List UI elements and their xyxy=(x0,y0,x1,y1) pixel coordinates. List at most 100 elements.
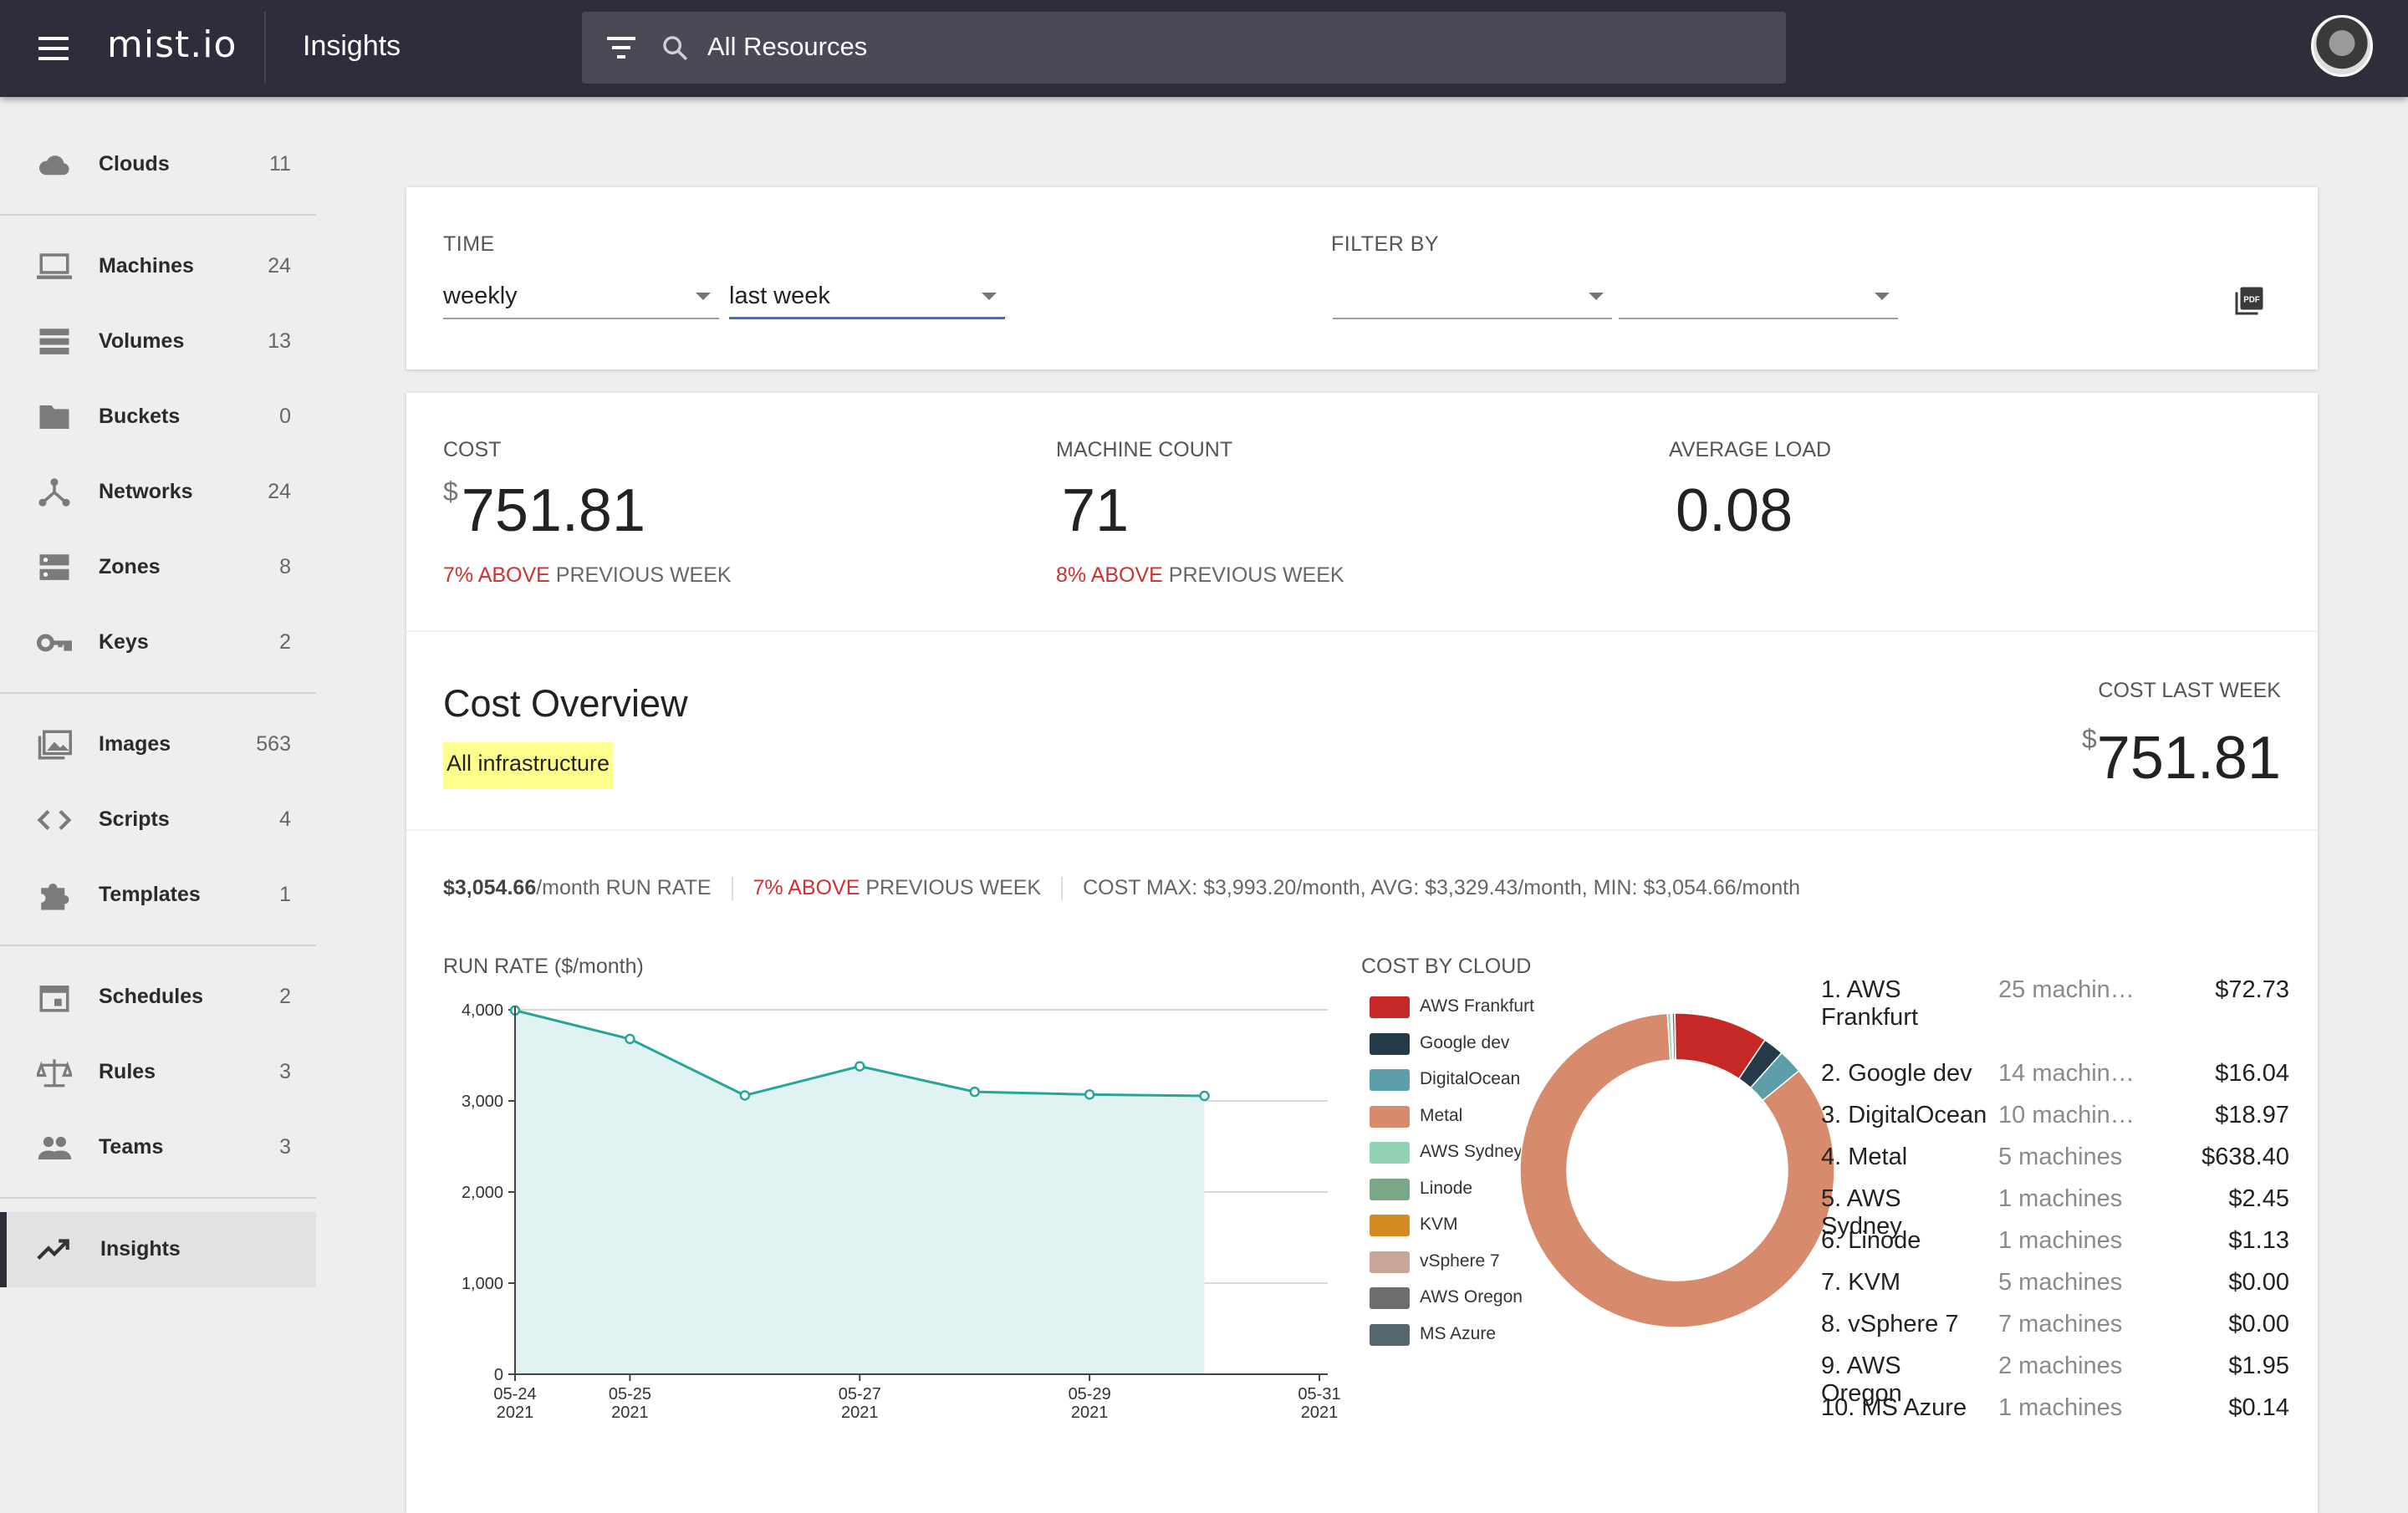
sidebar-item-zones[interactable]: Zones 8 xyxy=(0,530,316,605)
cost-trend: 7% ABOVE PREVIOUS WEEK xyxy=(443,563,732,588)
data-point xyxy=(739,1090,751,1101)
section-divider xyxy=(406,829,2318,831)
pdf-export-icon[interactable]: PDF xyxy=(2234,286,2264,316)
sidebar-item-label: Templates xyxy=(99,883,201,906)
mist-logo[interactable]: mist.io xyxy=(107,23,237,66)
cloud-icon xyxy=(39,155,69,176)
run-rate-chart: 01,0002,0003,0004,00005-24202105-2520210… xyxy=(462,1001,1341,1422)
sidebar-item-keys[interactable]: Keys 2 xyxy=(0,605,316,680)
sidebar-item-clouds[interactable]: Clouds 11 xyxy=(0,127,316,202)
run-rate-summary: $3,054.66/month RUN RATE 7% ABOVE PREVIOU… xyxy=(443,876,1801,901)
search-bar[interactable]: All Resources xyxy=(582,12,1786,84)
folder-icon xyxy=(39,405,69,429)
legend-label: KVM xyxy=(1420,1215,1458,1234)
currency-symbol: $ xyxy=(2081,724,2097,754)
sidebar-item-networks[interactable]: Networks 24 xyxy=(0,455,316,530)
cost-metric-value: $751.81 xyxy=(443,476,645,545)
sidebar-item-count: 4 xyxy=(279,807,291,831)
cloud-machine-count: 25 machin… xyxy=(1998,976,2135,1003)
cloud-name: 4. Metal xyxy=(1821,1144,1908,1170)
sidebar-item-volumes[interactable]: Volumes 13 xyxy=(0,304,316,380)
legend-label: AWS Oregon xyxy=(1420,1287,1523,1307)
cloud-list-item[interactable]: 5. AWS Sydney 1 machines $2.45 xyxy=(1821,1185,2289,1240)
sidebar-item-count: 3 xyxy=(279,1060,291,1083)
data-point xyxy=(969,1086,980,1098)
cloud-list-item[interactable]: 3. DigitalOcean 10 machin… $18.97 xyxy=(1821,1102,2289,1144)
x-tick-label: 05-31 xyxy=(1298,1385,1340,1403)
run-rate-trend-percent: 7% ABOVE xyxy=(752,876,860,899)
legend-label: MS Azure xyxy=(1420,1323,1497,1343)
page-title: Insights xyxy=(303,30,401,62)
cloud-list-item[interactable]: 2. Google dev 14 machin… $16.04 xyxy=(1821,1060,2289,1102)
cloud-name: 9. AWS Oregon xyxy=(1821,1353,1902,1407)
cloud-machine-count: 5 machines xyxy=(1998,1269,2123,1296)
sidebar-item-templates[interactable]: Templates 1 xyxy=(0,858,316,933)
sidebar-item-schedules[interactable]: Schedules 2 xyxy=(0,960,316,1035)
cost-overview-title: Cost Overview xyxy=(443,682,688,725)
cloud-list-item[interactable]: 6. Linode 1 machines $1.13 xyxy=(1821,1227,2289,1269)
run-rate-value: $3,054.66 xyxy=(443,876,537,899)
cloud-cost: $1.95 xyxy=(2228,1353,2289,1379)
sidebar-item-rules[interactable]: Rules 3 xyxy=(0,1035,316,1110)
sidebar-item-images[interactable]: Images 563 xyxy=(0,707,316,782)
cloud-list-item[interactable]: 4. Metal 5 machines $638.40 xyxy=(1821,1144,2289,1185)
legend-label: Metal xyxy=(1420,1105,1463,1125)
cloud-name: 2. Google dev xyxy=(1821,1060,1972,1087)
cloud-list-item[interactable]: 10. MS Azure 1 machines $0.14 xyxy=(1821,1394,2289,1436)
network-icon xyxy=(38,478,70,507)
legend-swatch xyxy=(1370,1323,1410,1346)
sidebar-divider xyxy=(0,692,316,694)
trending-up-icon xyxy=(37,1239,69,1260)
cloud-machine-count: 5 machines xyxy=(1998,1144,2123,1170)
sidebar-item-machines[interactable]: Machines 24 xyxy=(0,229,316,304)
period-select[interactable]: weekly xyxy=(443,269,719,319)
range-select[interactable]: last week xyxy=(729,269,1005,319)
cloud-list-item[interactable]: 8. vSphere 7 7 machines $0.00 xyxy=(1821,1311,2289,1353)
user-avatar[interactable] xyxy=(2311,15,2373,77)
x-tick-label: 05-27 xyxy=(839,1385,881,1403)
filter-field-select[interactable] xyxy=(1333,269,1612,319)
sidebar-item-label: Schedules xyxy=(99,985,204,1008)
search-query-text[interactable]: All Resources xyxy=(707,32,868,61)
average-load-label: AVERAGE LOAD xyxy=(1669,438,1832,461)
sidebar-item-count: 1 xyxy=(279,883,291,906)
machine-count-value: 71 xyxy=(1062,477,1130,544)
x-tick-year: 2021 xyxy=(1071,1403,1109,1422)
laptop-icon xyxy=(37,253,72,279)
cost-stats: COST MAX: $3,993.20/month, AVG: $3,329.4… xyxy=(1083,876,1801,899)
divider xyxy=(1061,877,1064,901)
sidebar-item-count: 3 xyxy=(279,1135,291,1159)
hamburger-menu-icon[interactable] xyxy=(38,37,69,60)
filter-value-select[interactable] xyxy=(1619,269,1898,319)
donut-slice[interactable] xyxy=(1674,1012,1676,1061)
sidebar-item-scripts[interactable]: Scripts 4 xyxy=(0,782,316,858)
y-tick-label: 0 xyxy=(494,1366,503,1384)
range-select-value: last week xyxy=(729,283,830,309)
cloud-machine-count: 2 machines xyxy=(1998,1353,2123,1379)
y-tick-label: 1,000 xyxy=(462,1275,503,1293)
sidebar-divider xyxy=(0,214,316,216)
cloud-name: 8. vSphere 7 xyxy=(1821,1311,1959,1337)
cloud-machine-count: 1 machines xyxy=(1998,1185,2123,1212)
cloud-name: 1. AWS Frankfurt xyxy=(1821,976,1919,1031)
cloud-machine-count: 14 machin… xyxy=(1998,1060,2135,1087)
cloud-list-item[interactable]: 9. AWS Oregon 2 machines $1.95 xyxy=(1821,1353,2289,1407)
sidebar-nav: Clouds 11 Machines 24 Volumes 13 Buckets… xyxy=(0,97,318,1505)
sidebar-item-insights[interactable]: Insights xyxy=(0,1212,316,1287)
run-rate-suffix: /month RUN RATE xyxy=(536,876,712,899)
cloud-list-item[interactable]: 1. AWS Frankfurt 25 machin… $72.73 xyxy=(1821,976,2289,1031)
machine-count-trend: 8% ABOVE PREVIOUS WEEK xyxy=(1056,563,1344,588)
sidebar-item-teams[interactable]: Teams 3 xyxy=(0,1110,316,1185)
sidebar-item-count: 2 xyxy=(279,985,291,1008)
cloud-name: 7. KVM xyxy=(1821,1269,1901,1296)
sidebar-item-buckets[interactable]: Buckets 0 xyxy=(0,380,316,455)
filter-panel: TIME weekly last week FILTER BY PDF xyxy=(406,187,2318,369)
legend-swatch xyxy=(1370,1142,1410,1164)
cost-amount: 751.81 xyxy=(461,477,646,544)
filter-list-icon[interactable] xyxy=(607,37,635,59)
donut-slice[interactable] xyxy=(1519,1012,1835,1328)
cloud-list-item[interactable]: 7. KVM 5 machines $0.00 xyxy=(1821,1269,2289,1311)
currency-symbol: $ xyxy=(443,476,458,507)
cloud-machine-count: 10 machin… xyxy=(1998,1102,2135,1128)
cloud-cost: $0.14 xyxy=(2228,1394,2289,1421)
